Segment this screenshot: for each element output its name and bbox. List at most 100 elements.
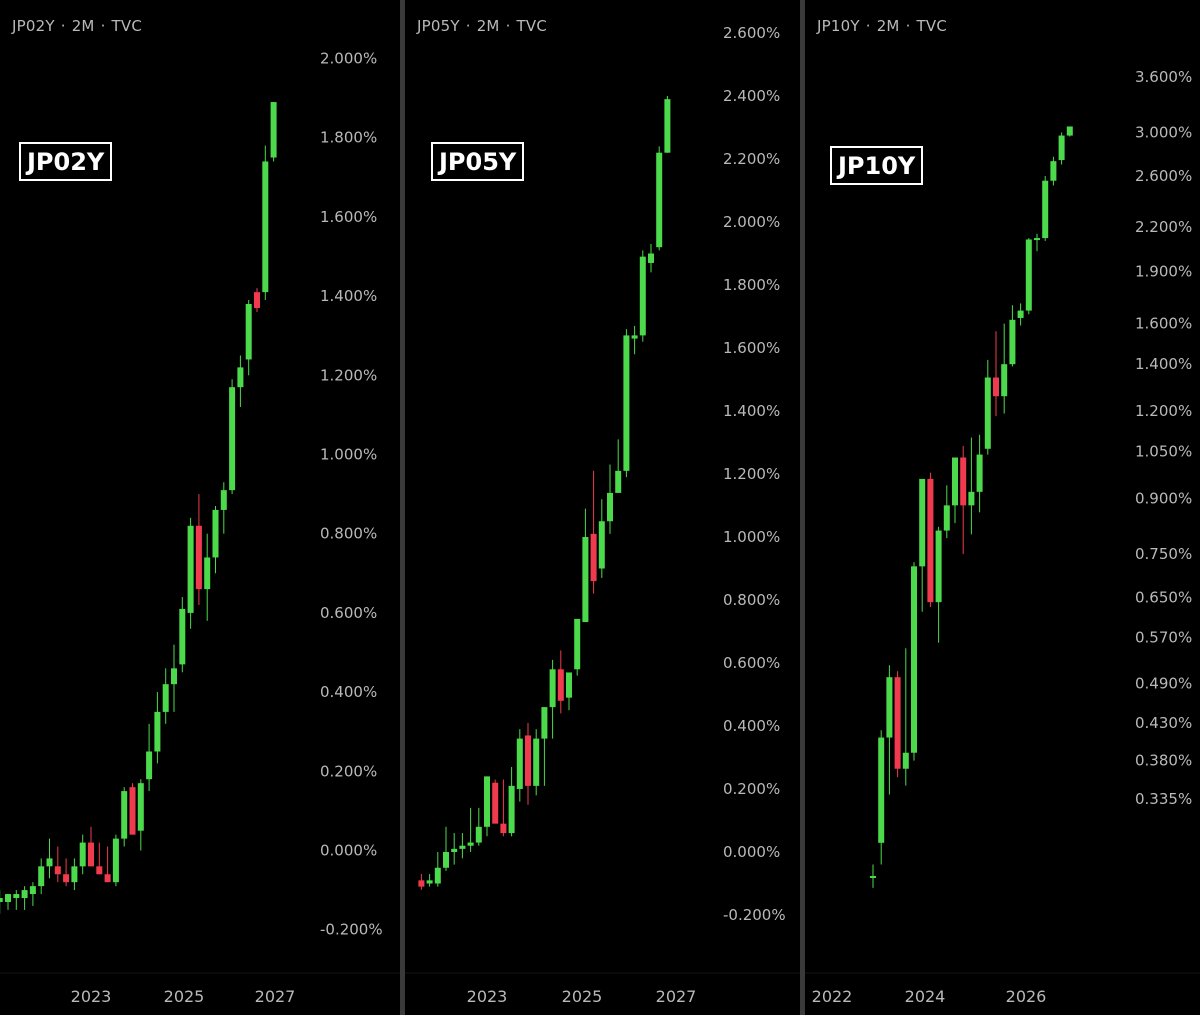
candle[interactable] (1025, 238, 1032, 315)
candle[interactable] (549, 659, 556, 739)
candle[interactable] (38, 858, 45, 895)
candle[interactable] (229, 379, 236, 495)
candle[interactable] (943, 485, 950, 539)
candle[interactable] (137, 779, 144, 851)
candle[interactable] (566, 672, 572, 711)
candle[interactable] (475, 807, 482, 846)
candle[interactable] (187, 517, 194, 629)
candle[interactable] (541, 707, 548, 786)
candle[interactable] (968, 437, 975, 535)
candlestick-chart[interactable]: 2.000% 1.800% 1.600% 1.400% 1.200% 1.000% 0.80… (0, 0, 400, 1015)
candle[interactable] (590, 470, 597, 594)
candle[interactable] (171, 644, 177, 712)
candle[interactable] (262, 145, 269, 301)
candle[interactable] (1034, 233, 1040, 252)
candle[interactable] (96, 842, 103, 875)
candle[interactable] (121, 787, 128, 847)
candle[interactable] (870, 864, 876, 888)
candle[interactable] (21, 886, 28, 910)
candle[interactable] (648, 244, 654, 273)
candle[interactable] (516, 729, 523, 802)
candle[interactable] (1001, 323, 1008, 414)
candle[interactable] (443, 826, 449, 871)
candle[interactable] (418, 874, 425, 890)
candle[interactable] (71, 858, 78, 891)
candle[interactable] (195, 494, 202, 605)
candle[interactable] (911, 562, 917, 761)
candle[interactable] (29, 882, 36, 906)
candle[interactable] (46, 838, 53, 879)
candle[interactable] (902, 648, 909, 786)
candle[interactable] (220, 482, 227, 534)
candle[interactable] (434, 852, 441, 887)
candle[interactable] (993, 331, 999, 417)
candle[interactable] (204, 533, 211, 621)
candle[interactable] (13, 890, 20, 910)
candle[interactable] (631, 325, 638, 355)
candle[interactable] (525, 722, 531, 805)
candlestick-chart[interactable]: 3.600% 3.000% 2.600% 2.200% 1.900% 1.600% 1.40… (805, 0, 1200, 1015)
candle[interactable] (237, 355, 244, 407)
candle[interactable] (886, 665, 893, 795)
candle[interactable] (451, 833, 458, 865)
candle[interactable] (598, 499, 605, 578)
candle[interactable] (508, 766, 515, 837)
candle[interactable] (146, 723, 153, 792)
candle[interactable] (245, 300, 252, 376)
panel-divider[interactable] (800, 0, 805, 1015)
candle[interactable] (129, 783, 136, 835)
candle[interactable] (1050, 156, 1057, 186)
candle[interactable] (557, 650, 564, 714)
candle[interactable] (656, 146, 663, 251)
candle[interactable] (623, 329, 630, 478)
candle[interactable] (533, 729, 540, 796)
chart-panel-jp05y: JP05Y · 2M · TVC JP05Y 2.600% 2.400% 2.200% 2.0… (405, 0, 800, 1015)
candle[interactable] (162, 668, 169, 724)
candlestick-chart[interactable]: 2.600% 2.400% 2.200% 2.000% 1.800% 1.600% 1.40… (405, 0, 800, 1015)
candle[interactable] (500, 779, 507, 837)
candle[interactable] (574, 618, 581, 676)
candle[interactable] (88, 826, 94, 867)
candle[interactable] (927, 472, 934, 607)
candle[interactable] (484, 776, 490, 837)
candle[interactable] (1058, 132, 1065, 165)
candle[interactable] (63, 858, 70, 887)
candle[interactable] (79, 834, 86, 875)
candle[interactable] (154, 692, 161, 764)
candle[interactable] (960, 445, 967, 554)
candle[interactable] (492, 779, 499, 824)
candle[interactable] (664, 96, 671, 153)
candle[interactable] (639, 250, 646, 342)
candle[interactable] (582, 508, 589, 623)
candle[interactable] (1042, 176, 1049, 241)
candle[interactable] (935, 526, 942, 643)
candle[interactable] (467, 807, 474, 852)
candle[interactable] (976, 434, 983, 513)
candle[interactable] (212, 505, 219, 574)
candle-body (566, 672, 572, 698)
candle-body (459, 845, 466, 849)
candle[interactable] (607, 464, 613, 534)
candle[interactable] (5, 894, 11, 910)
candle-body (137, 783, 144, 831)
candle[interactable] (1017, 303, 1024, 326)
candle[interactable] (984, 359, 991, 455)
candle-body (484, 776, 490, 827)
candle[interactable] (0, 890, 3, 914)
candle[interactable] (1066, 126, 1073, 137)
candle[interactable] (270, 102, 277, 162)
candle[interactable] (254, 288, 260, 312)
candle[interactable] (426, 874, 433, 887)
candle[interactable] (112, 834, 119, 887)
candle[interactable] (54, 846, 61, 883)
candle[interactable] (894, 671, 901, 778)
candle[interactable] (1009, 305, 1016, 367)
candle[interactable] (878, 730, 885, 865)
panel-divider[interactable] (400, 0, 405, 1015)
candle[interactable] (179, 597, 186, 673)
candle[interactable] (952, 457, 958, 524)
candle[interactable] (615, 439, 622, 493)
candle[interactable] (459, 833, 466, 859)
candle[interactable] (104, 846, 111, 883)
candle[interactable] (919, 478, 926, 612)
